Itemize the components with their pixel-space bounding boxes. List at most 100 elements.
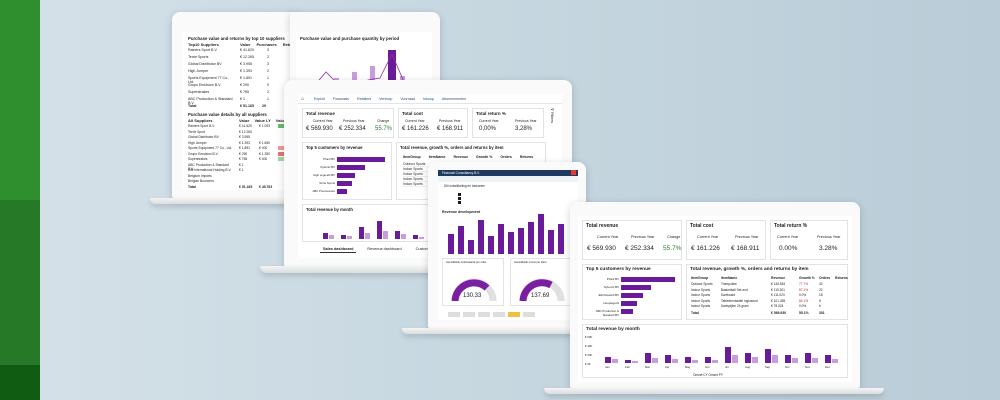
label: Change [667, 235, 681, 239]
label: Previous Year [817, 235, 841, 239]
col-header: Orders [500, 155, 512, 159]
table-row: Sports Equipment 77 Co., Ltd. € 1.891 € 40… [188, 146, 292, 150]
label: Current Year [597, 235, 619, 239]
gauge-avg-revenue-customer: Gemiddelde omzet per klant 137.69 [510, 258, 572, 306]
table-cell: 0.0% [799, 293, 807, 297]
detail-title: Purchase value details by all suppliers [188, 112, 267, 117]
customer-label: ABC Procurement [312, 189, 335, 193]
nav-tab[interactable]: Financials [332, 97, 349, 101]
table-row: High Jumper € 1.393 € 1.650 [188, 140, 292, 145]
nav-tab[interactable]: Abonnementen [441, 97, 467, 101]
toolbar [438, 176, 578, 182]
close-button[interactable] [571, 170, 576, 175]
col-header: All Suppliers [188, 118, 213, 123]
label: Previous Year [735, 235, 759, 239]
value: 0.00% [779, 245, 798, 252]
count-cell: 3 [267, 62, 269, 66]
col-header: Growth % [476, 155, 493, 159]
gauge-title: Gemiddelde orderwaarde per order [446, 261, 487, 264]
table-row: Grupo Emulsion B.V. € 290 0 [188, 83, 274, 87]
x-tick-label: Dec [825, 365, 830, 369]
col-header: Top10 Suppliers [188, 42, 219, 47]
x-tick-label: Nov [805, 365, 810, 369]
value: € 252.334 [339, 126, 366, 132]
month-bar-py [712, 360, 718, 363]
gauge-value: 137.69 [531, 293, 550, 299]
page-tab[interactable]: Sales dashboard [320, 246, 357, 253]
page-tab[interactable]: Revenue dashboard [367, 247, 402, 251]
value: 0,00% [479, 126, 497, 132]
table-cell: Indoor Sports [691, 304, 711, 308]
month-bar-py [792, 358, 798, 363]
revenue-bar [458, 226, 464, 254]
value: 3.28% [819, 245, 838, 252]
nav-tab[interactable]: Inkoop [422, 97, 434, 101]
nav-tab[interactable]: Voorraad [400, 97, 415, 101]
revenue-bar [337, 157, 385, 162]
filters-toggle[interactable]: ⊽ Filters [550, 108, 555, 123]
count-cell: 1 [267, 97, 269, 101]
value-cell: € 765 [240, 90, 249, 94]
value-cell: € 1.891 [240, 76, 252, 80]
revenue-bar [337, 181, 352, 186]
revenue-bar [337, 173, 355, 178]
item-group-cell: Indoor Sports [403, 167, 423, 171]
count-cell: 0 [267, 83, 269, 87]
total-return-card: Total return % Current Year Previous Yea… [770, 220, 848, 260]
table-cell: 42 [819, 282, 823, 286]
value: 3,28% [515, 126, 533, 132]
col-header: ItemName [721, 276, 738, 280]
table-total-row: Total € 51.165 € 49.763 [188, 185, 274, 189]
y-tick-label: € 20K [585, 353, 593, 357]
col-header: Orders [819, 276, 831, 280]
gauge-avg-order-value: Gemiddelde orderwaarde per order 130.33 [442, 258, 504, 306]
supplier-name: Belgian Bouncers [188, 179, 214, 183]
top5-customers-card: Top 5 customers by revenue Phant BV Nytem… [582, 264, 682, 320]
card-title: Top 5 customers by revenue [306, 145, 363, 150]
supplier-name: Superstrakes [188, 90, 210, 94]
card-title: Total revenue by month [306, 207, 353, 212]
value-cell: € 290 [240, 83, 249, 87]
nav-tab[interactable]: Exploit [314, 97, 325, 101]
month-bar-py [732, 355, 738, 363]
value-ly-cell: € 1.350 [259, 151, 270, 156]
label: Current Year [777, 235, 799, 239]
col-header: Revenue [453, 155, 469, 159]
revenue-bar [621, 301, 638, 306]
table-row: Terrie Sports € 12.265 2 [188, 55, 274, 59]
month-bar-cy [685, 357, 691, 363]
y-tick-label: € 0K [585, 362, 591, 366]
card-title: Total return % [476, 111, 506, 116]
value-ly-cell [259, 130, 273, 134]
revenue-by-item-card: Total revenue, growth %, orders and retu… [686, 264, 848, 320]
col-header: Returns [835, 276, 848, 280]
customer-label: Nytemic BV [603, 285, 619, 289]
col-header: Value LY [254, 118, 271, 123]
x-tick-label: Apr [665, 365, 670, 369]
page-tabs[interactable] [448, 312, 558, 317]
x-tick-label: Aug [745, 365, 750, 369]
count-cell: 1 [267, 76, 269, 80]
total-cell: Total [691, 311, 699, 315]
total-cell: Total [188, 185, 196, 189]
x-tick-label: Mar [645, 365, 650, 369]
legend-list [458, 192, 508, 206]
label: Previous Year [343, 119, 365, 123]
detail-header: All Suppliers Value Value LY Value YoY [188, 118, 295, 123]
nav-tab[interactable]: Verkoop [379, 97, 393, 101]
label: Previous Year [631, 235, 655, 239]
item-group-cell: Indoor Sports [403, 172, 423, 176]
supplier-name: Rainers Sport B.V. [188, 48, 218, 52]
supplier-name: High Jumper [188, 140, 207, 145]
nav-tab[interactable]: Retailers [356, 97, 372, 101]
col-header: Value [239, 118, 250, 123]
table-cell: 18 [819, 293, 823, 297]
value-cell [239, 174, 254, 178]
value: 55.7% [375, 126, 393, 132]
table-cell: Dartspijlen 24 gram [721, 304, 749, 308]
home-icon[interactable]: ⌂ [301, 96, 305, 102]
revenue-bar [468, 240, 474, 254]
month-bar-py [419, 237, 424, 239]
y-tick-label: € 60K [585, 335, 593, 339]
supplier-name: Terrie Sport [188, 129, 206, 134]
